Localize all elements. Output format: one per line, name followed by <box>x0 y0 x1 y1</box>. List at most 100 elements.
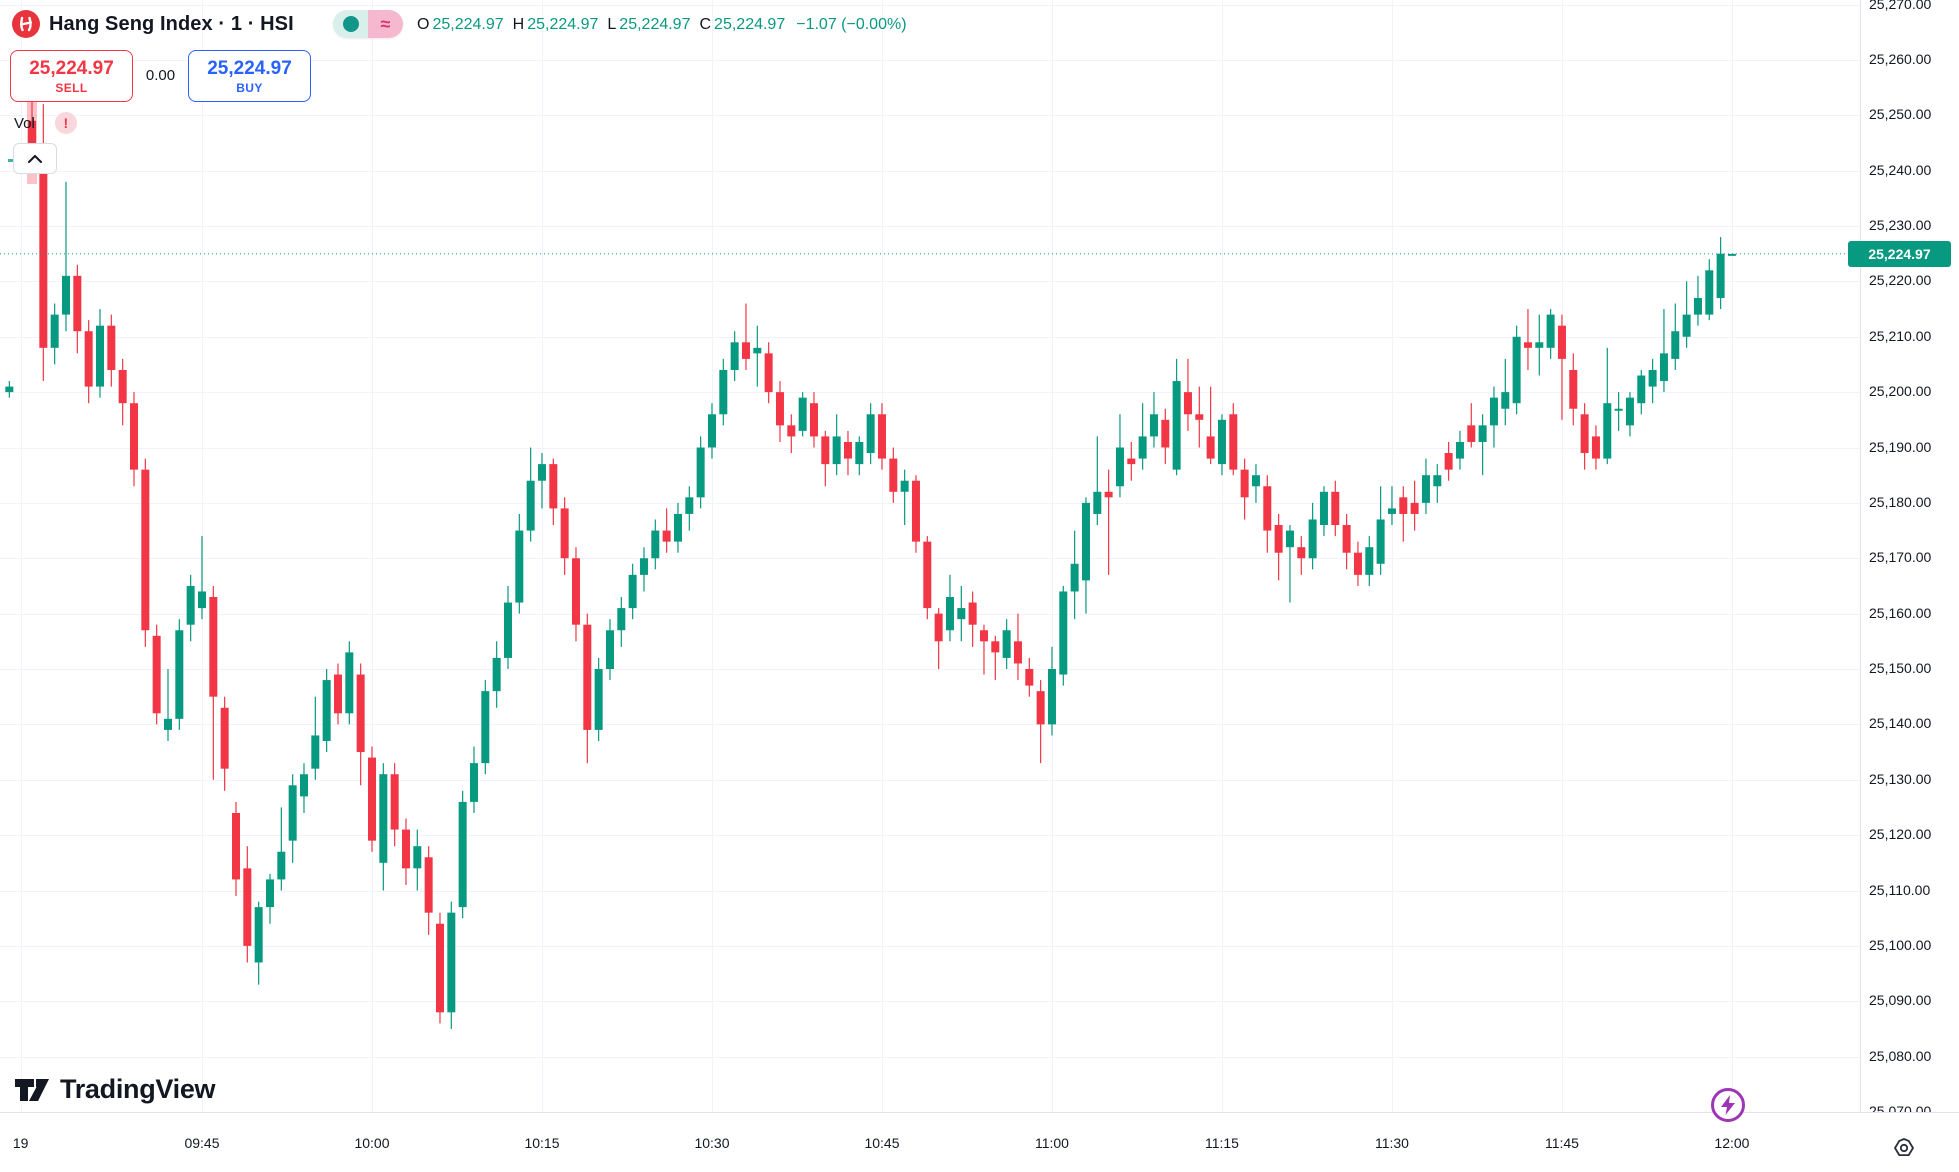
market-status-toggle[interactable]: ≈ <box>333 10 403 38</box>
approx-icon: ≈ <box>380 13 391 34</box>
candle <box>991 641 1000 653</box>
candle <box>356 674 365 753</box>
time-axis[interactable]: 19 09:45 10:00 10:15 10:30 10:45 11:00 11:15 11:… <box>0 1112 1959 1172</box>
sell-price: 25,224.97 <box>29 57 114 79</box>
candle <box>243 868 252 946</box>
candle <box>390 774 399 830</box>
candle <box>1569 369 1578 409</box>
candle <box>1217 419 1226 465</box>
candle <box>1478 425 1487 442</box>
candle <box>617 608 626 631</box>
symbol-title[interactable]: Hang Seng Index · 1 · HSI <box>49 12 294 35</box>
candle <box>673 513 682 542</box>
close-value: 25,224.97 <box>714 16 786 33</box>
time-tick-label: 09:45 <box>184 1135 220 1151</box>
candle <box>129 403 138 470</box>
first-bar-highlight <box>27 92 37 184</box>
buy-button[interactable]: 25,224.97 BUY <box>188 50 311 102</box>
candle <box>1285 530 1294 548</box>
candle <box>1308 519 1317 559</box>
candle <box>1614 408 1623 411</box>
candle <box>1263 486 1272 531</box>
close-label: C <box>699 16 712 33</box>
flash-order-icon[interactable] <box>1708 1085 1748 1125</box>
candle <box>1002 630 1011 658</box>
candle <box>1671 331 1680 359</box>
candle <box>662 530 671 542</box>
delayed-data-status[interactable]: ≈ <box>368 10 403 38</box>
candle <box>1353 552 1362 575</box>
candle <box>821 436 830 465</box>
candle <box>1093 491 1102 514</box>
candle <box>1444 453 1453 470</box>
candle <box>685 497 694 514</box>
volume-indicator-label[interactable]: Vol <box>14 114 35 132</box>
candle <box>923 541 932 609</box>
candle <box>549 464 558 509</box>
time-tick-label: 10:30 <box>694 1135 730 1151</box>
candle <box>1081 502 1090 581</box>
watermark-text: TradingView <box>60 1074 216 1104</box>
candle <box>458 801 467 908</box>
candle <box>84 331 93 387</box>
candle <box>1591 436 1600 459</box>
candle <box>1387 508 1396 514</box>
candlestick-chart[interactable] <box>0 0 1860 1112</box>
candle <box>764 353 773 393</box>
grid <box>0 0 1860 1112</box>
buy-price: 25,224.97 <box>207 57 292 79</box>
time-tick-label: 11:45 <box>1544 1135 1579 1151</box>
candle <box>1467 425 1476 442</box>
candle <box>945 597 954 631</box>
low-label: L <box>607 16 617 33</box>
price-tick-label: 25,160.00 <box>1869 604 1932 621</box>
candle <box>594 669 603 730</box>
candle <box>1070 563 1079 592</box>
candle <box>1659 353 1668 382</box>
candle <box>1580 414 1589 454</box>
candle <box>118 369 127 404</box>
hang-seng-logo-icon <box>19 16 33 32</box>
candle <box>1682 314 1691 337</box>
candle <box>605 630 614 669</box>
price-tick-label: 25,090.00 <box>1869 992 1932 1009</box>
candle <box>299 774 308 797</box>
candle <box>1115 447 1124 487</box>
candle <box>39 142 48 348</box>
candle <box>979 630 988 642</box>
price-tick-label: 25,240.00 <box>1869 161 1932 178</box>
candle <box>333 674 342 714</box>
candle <box>1331 491 1340 526</box>
candle <box>1603 403 1612 459</box>
candle <box>1138 436 1147 459</box>
candle <box>877 414 886 459</box>
price-tick-label: 25,220.00 <box>1869 272 1932 289</box>
candle <box>50 314 59 348</box>
pane-collapse-button[interactable] <box>13 143 57 174</box>
candle <box>73 275 82 332</box>
candle <box>968 602 977 625</box>
candle <box>1195 414 1204 420</box>
candle <box>900 480 909 492</box>
candle <box>1149 414 1158 437</box>
price-tick-label: 25,130.00 <box>1869 770 1932 787</box>
candle <box>1297 547 1306 559</box>
tradingview-watermark[interactable]: TradingView <box>14 1074 216 1105</box>
gear-icon[interactable] <box>1890 1134 1918 1162</box>
candle <box>469 763 478 802</box>
sell-label: SELL <box>55 80 88 95</box>
candle <box>322 680 331 741</box>
candle <box>220 707 229 769</box>
candle <box>481 691 490 764</box>
market-open-status[interactable] <box>333 10 368 38</box>
candle <box>1410 502 1419 514</box>
time-tick-label: 19 <box>12 1135 29 1151</box>
sell-button[interactable]: 25,224.97 SELL <box>10 50 133 102</box>
indicator-warning-icon[interactable]: ! <box>54 112 77 134</box>
candle <box>707 414 716 448</box>
price-axis[interactable]: 25,270.00 25,260.00 25,250.00 25,240.00 25,2… <box>1860 0 1959 1119</box>
candle <box>1637 375 1646 404</box>
candle <box>28 120 36 143</box>
candle <box>1546 314 1555 348</box>
candle <box>1059 591 1068 675</box>
